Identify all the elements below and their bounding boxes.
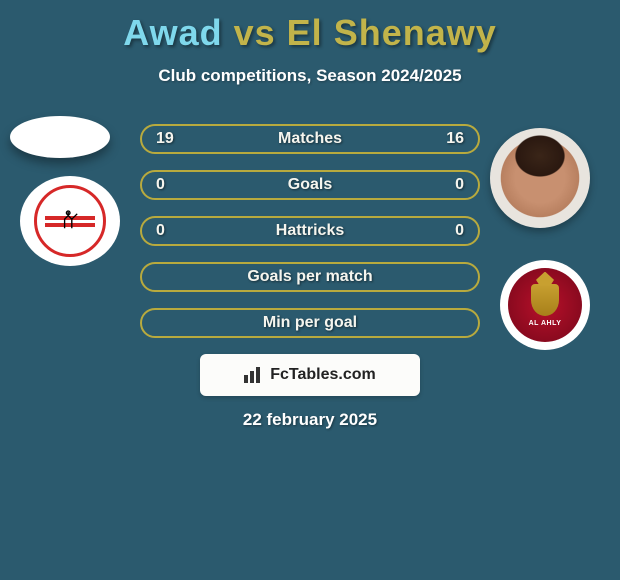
subtitle: Club competitions, Season 2024/2025 — [0, 66, 620, 86]
player-1-club-badge — [20, 176, 120, 266]
title-player-2: El Shenawy — [287, 12, 497, 53]
stat-row-goals: 0 Goals 0 — [140, 170, 480, 200]
stat-row-matches: 19 Matches 16 — [140, 124, 480, 154]
stat-row-goals-per-match: . Goals per match . — [140, 262, 480, 292]
stat-label: Matches — [278, 130, 342, 148]
player-2-club-badge: AL AHLY — [500, 260, 590, 350]
stat-left-value: 0 — [156, 176, 165, 194]
title-player-1: Awad — [123, 12, 222, 53]
stat-label: Hattricks — [276, 222, 344, 240]
stat-right-value: 16 — [446, 130, 464, 148]
comparison-card: Awad vs El Shenawy Club competitions, Se… — [0, 0, 620, 580]
stat-left-value: 19 — [156, 130, 174, 148]
stat-row-hattricks: 0 Hattricks 0 — [140, 216, 480, 246]
al-ahly-icon: AL AHLY — [508, 268, 582, 342]
stat-left-value: 0 — [156, 222, 165, 240]
source-site: FcTables.com — [270, 366, 376, 384]
stat-right-value: 0 — [455, 222, 464, 240]
stat-label: Goals — [288, 176, 332, 194]
player-1-avatar — [10, 116, 110, 158]
stats-list: 19 Matches 16 0 Goals 0 0 Hattricks 0 . … — [140, 124, 480, 354]
page-title: Awad vs El Shenawy — [0, 0, 620, 54]
snapshot-date: 22 february 2025 — [0, 410, 620, 430]
archer-icon — [61, 210, 79, 232]
stat-label: Min per goal — [263, 314, 357, 332]
bar-chart-icon — [244, 367, 264, 383]
stat-row-min-per-goal: . Min per goal . — [140, 308, 480, 338]
source-attribution[interactable]: FcTables.com — [200, 354, 420, 396]
zamalek-icon — [34, 185, 106, 257]
stat-right-value: 0 — [455, 176, 464, 194]
stat-label: Goals per match — [247, 268, 372, 286]
player-2-avatar — [490, 128, 590, 228]
title-vs: vs — [223, 12, 287, 53]
